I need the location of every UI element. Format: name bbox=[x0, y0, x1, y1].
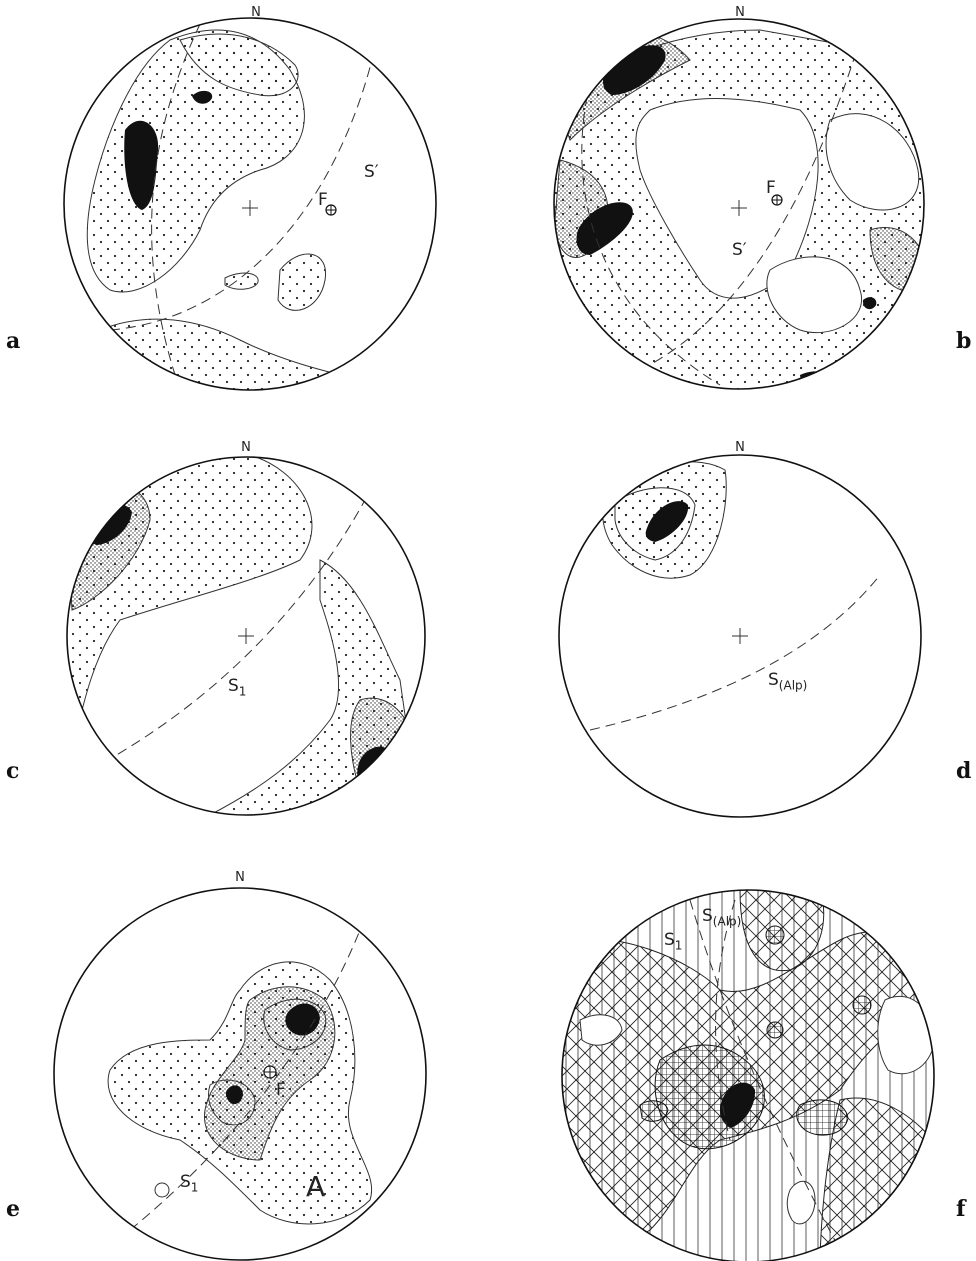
primitive-circle bbox=[561, 889, 935, 1261]
stereonet-d bbox=[558, 454, 922, 818]
hatch-grid bbox=[852, 995, 872, 1015]
stereonet-b bbox=[553, 18, 925, 390]
plane-label-s1: S1 bbox=[180, 1172, 198, 1194]
fold-axis-label: F bbox=[318, 190, 328, 210]
contour-dotted bbox=[224, 272, 259, 290]
plane-label-subscript: (Alp) bbox=[778, 678, 808, 693]
north-label-d: N bbox=[735, 440, 745, 455]
maximum-black bbox=[720, 1082, 756, 1128]
contour-dotted bbox=[277, 253, 326, 311]
panel-letter-d: d bbox=[956, 758, 972, 784]
contour-empty bbox=[786, 1180, 816, 1225]
maximum-black bbox=[645, 501, 689, 542]
contour-empty bbox=[579, 1014, 623, 1046]
maximum-black bbox=[285, 1003, 320, 1036]
primitive-circle bbox=[558, 454, 922, 818]
stereonet-a bbox=[63, 17, 437, 391]
plane-label-s: S bbox=[228, 676, 239, 696]
north-label-c: N bbox=[241, 440, 251, 455]
contour-empty bbox=[877, 995, 934, 1075]
plane-label-subscript: 1 bbox=[190, 1180, 199, 1195]
great-circle bbox=[89, 499, 366, 771]
contour-dotted bbox=[99, 318, 361, 390]
stereonet-e bbox=[53, 887, 427, 1261]
hatch-grid bbox=[765, 925, 785, 945]
fold-axis-label: F bbox=[276, 1080, 286, 1100]
plane-label-subscript: 1 bbox=[238, 684, 247, 699]
great-circle bbox=[639, 39, 861, 371]
contour-dotted bbox=[67, 457, 313, 761]
primitive-circle bbox=[66, 456, 426, 816]
north-label-e: N bbox=[235, 870, 245, 885]
stereonet-f bbox=[561, 889, 935, 1261]
north-label-a: N bbox=[251, 5, 261, 20]
maximum-black bbox=[890, 324, 916, 347]
region-label-a: A bbox=[306, 1170, 326, 1203]
great-circle bbox=[589, 574, 881, 731]
plane-label-s-alp: S(Alp) bbox=[768, 670, 807, 692]
maximum-black bbox=[124, 120, 159, 210]
panel-letter-b: b bbox=[956, 328, 972, 354]
contour-empty bbox=[825, 113, 920, 211]
plane-label-subscript: (Alp) bbox=[712, 914, 742, 929]
plane-label-s: S bbox=[664, 930, 675, 950]
panel-letter-e: e bbox=[6, 1196, 20, 1222]
north-label-b: N bbox=[735, 5, 745, 20]
contour-stippled bbox=[350, 697, 421, 791]
panel-letter-c: c bbox=[6, 758, 20, 784]
primitive-circle bbox=[553, 18, 925, 390]
contour-empty bbox=[766, 256, 863, 334]
maximum-black bbox=[862, 297, 877, 310]
plane-label-s-alp: S(Alp) bbox=[702, 906, 741, 928]
panel-letter-a: a bbox=[6, 328, 21, 354]
fold-axis-label: F bbox=[766, 178, 776, 198]
plane-label-s1: S1 bbox=[664, 930, 682, 952]
great-circle bbox=[581, 49, 721, 386]
primitive-circle bbox=[63, 17, 437, 391]
maximum-black bbox=[192, 90, 213, 104]
great-circle bbox=[151, 23, 201, 390]
great-circle bbox=[129, 929, 361, 1231]
primitive-circle bbox=[53, 887, 427, 1261]
plane-label-s: S bbox=[768, 670, 779, 690]
plane-label-subscript: 1 bbox=[674, 938, 683, 953]
hatch-grid bbox=[639, 1100, 669, 1122]
maximum-black bbox=[576, 202, 633, 255]
contour-dotted bbox=[879, 757, 916, 791]
great-circle bbox=[109, 59, 373, 331]
plane-label-s-prime: S′ bbox=[364, 162, 379, 182]
contour-dotted bbox=[179, 33, 299, 97]
plane-label-s-prime: S′ bbox=[732, 240, 747, 260]
maximum-black bbox=[225, 1085, 243, 1105]
stereonet-c bbox=[66, 456, 426, 816]
great-circle bbox=[715, 899, 736, 1141]
plane-label-s: S bbox=[180, 1172, 191, 1192]
small-contour bbox=[154, 1182, 170, 1198]
great-circle bbox=[689, 899, 841, 1251]
hatch-grid bbox=[796, 1099, 849, 1136]
hatch-grid bbox=[766, 1021, 784, 1039]
plane-label-s: S bbox=[702, 906, 713, 926]
plane-label-s1: S1 bbox=[228, 676, 246, 698]
panel-letter-f: f bbox=[956, 1196, 966, 1222]
